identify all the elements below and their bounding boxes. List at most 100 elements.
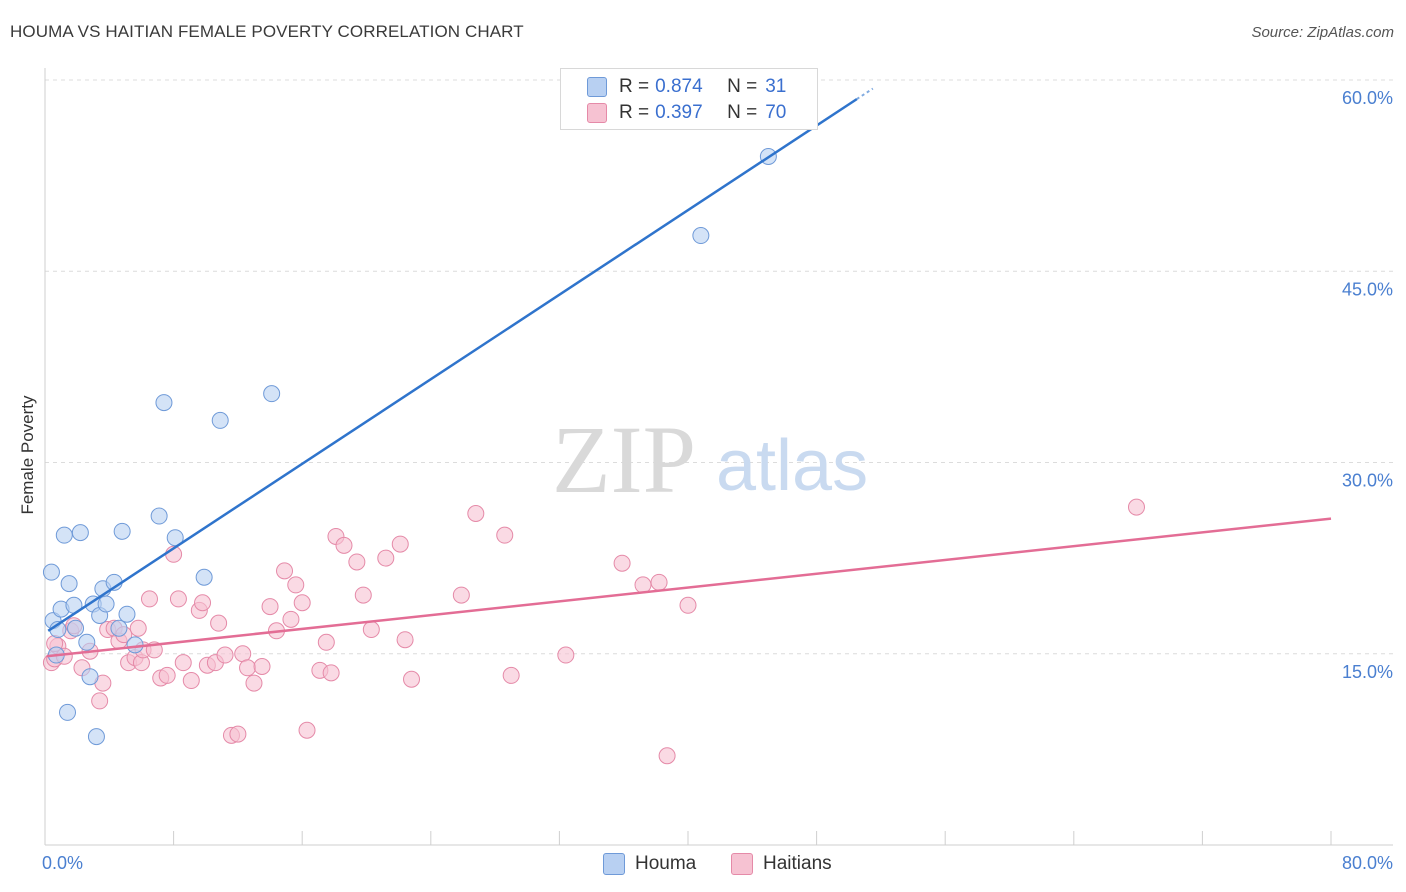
axes (44, 68, 1393, 846)
haitians-r-value: 0.397 (655, 102, 703, 123)
haitians-point (502, 666, 520, 684)
houma-point (97, 595, 115, 613)
haitians-point (317, 633, 335, 651)
haitians-point (403, 670, 421, 688)
legend-item-haitians[interactable]: Haitians (731, 853, 832, 875)
legend-item-houma[interactable]: Houma (603, 853, 696, 875)
tick-labels: 15.0% 30.0% 45.0% 60.0% 0.0% 80.0% (42, 88, 1393, 873)
trend-lines (46, 87, 1332, 658)
haitians-point (348, 553, 366, 571)
legend-row-haitians: R = 0.397 N = 70 (587, 101, 786, 125)
houma-trend-line (47, 98, 858, 632)
haitians-point (650, 573, 668, 591)
source-credit: Source: ZipAtlas.com (1251, 24, 1394, 41)
haitians-point (377, 549, 395, 567)
haitians-point (158, 666, 176, 684)
haitians-point (261, 598, 279, 616)
haitians-point (613, 554, 631, 572)
haitians-point (216, 646, 234, 664)
y-tick-label: 60.0% (1342, 88, 1393, 108)
houma-legend-swatch (603, 853, 625, 875)
houma-trend-extension (856, 87, 874, 100)
haitians-point (396, 631, 414, 649)
haitians-point (169, 590, 187, 608)
haitians-trend-line (46, 517, 1332, 658)
houma-point (150, 507, 168, 525)
houma-point (110, 619, 128, 637)
haitians-point (276, 562, 294, 580)
houma-point (59, 703, 77, 721)
haitians-point (335, 536, 353, 554)
houma-point (113, 522, 131, 540)
haitians-point (634, 576, 652, 594)
haitians-point (362, 621, 380, 639)
haitians-point (194, 594, 212, 612)
houma-point (211, 411, 229, 429)
series-legend: Houma Haitians (0, 850, 1406, 878)
houma-n-label: N = (727, 76, 758, 97)
haitians-point (298, 721, 316, 739)
haitians-point (467, 505, 485, 522)
houma-point (155, 394, 173, 412)
haitians-point (1127, 498, 1145, 516)
haitians-point (282, 610, 300, 628)
houma-point (55, 526, 73, 544)
houma-r-value: 0.874 (655, 76, 703, 97)
haitians-legend-label: Haitians (763, 853, 832, 874)
haitians-point (322, 664, 340, 682)
haitians-point (496, 526, 514, 544)
correlation-legend: R = 0.874 N = 31 R = 0.397 N = 70 (560, 68, 818, 130)
haitians-point (239, 659, 257, 677)
haitians-point (245, 674, 263, 692)
haitians-point (182, 672, 200, 690)
legend-row-houma: R = 0.874 N = 31 (587, 75, 786, 99)
houma-r-label: R = (619, 76, 650, 97)
haitians-n-value: 70 (765, 102, 787, 123)
houma-point (195, 568, 213, 586)
haitians-point (658, 747, 676, 765)
houma-point (263, 385, 281, 403)
houma-point (42, 563, 60, 581)
haitians-point (452, 586, 470, 604)
haitians-point (354, 586, 372, 604)
houma-point (81, 668, 99, 686)
y-tick-label: 45.0% (1342, 279, 1393, 299)
houma-point (78, 633, 96, 651)
haitians-legend-swatch (731, 853, 753, 875)
haitians-points (42, 498, 1145, 765)
houma-point (166, 529, 184, 547)
haitians-point (229, 725, 247, 743)
haitians-point (391, 535, 409, 553)
houma-point (71, 524, 89, 542)
haitians-point (140, 590, 158, 608)
haitians-point (679, 596, 697, 614)
watermark-zip: ZIP (552, 406, 696, 513)
houma-point (692, 227, 710, 245)
x-tick-label-min: 0.0% (42, 853, 83, 873)
houma-n-value: 31 (765, 76, 787, 97)
houma-point (87, 728, 105, 746)
haitians-point (174, 654, 192, 672)
houma-point (60, 575, 78, 593)
houma-point (118, 605, 136, 623)
haitians-point (287, 576, 305, 594)
haitians-point (557, 646, 575, 664)
y-tick-label: 15.0% (1342, 662, 1393, 682)
houma-point (126, 636, 144, 654)
houma-legend-label: Houma (635, 853, 697, 874)
y-tick-label: 30.0% (1342, 471, 1393, 491)
houma-points (42, 148, 777, 746)
grid-lines (45, 79, 1393, 655)
haitians-r-label: R = (619, 102, 650, 123)
houma-point (67, 619, 85, 637)
watermark: ZIP atlas (552, 406, 868, 513)
houma-swatch (587, 77, 607, 97)
haitians-point (210, 614, 228, 632)
haitians-swatch (587, 103, 607, 123)
haitians-point (129, 619, 147, 637)
watermark-atlas: atlas (716, 426, 868, 506)
haitians-point (91, 692, 109, 710)
haitians-point (253, 658, 271, 675)
x-tick-label-max: 80.0% (1342, 853, 1393, 873)
